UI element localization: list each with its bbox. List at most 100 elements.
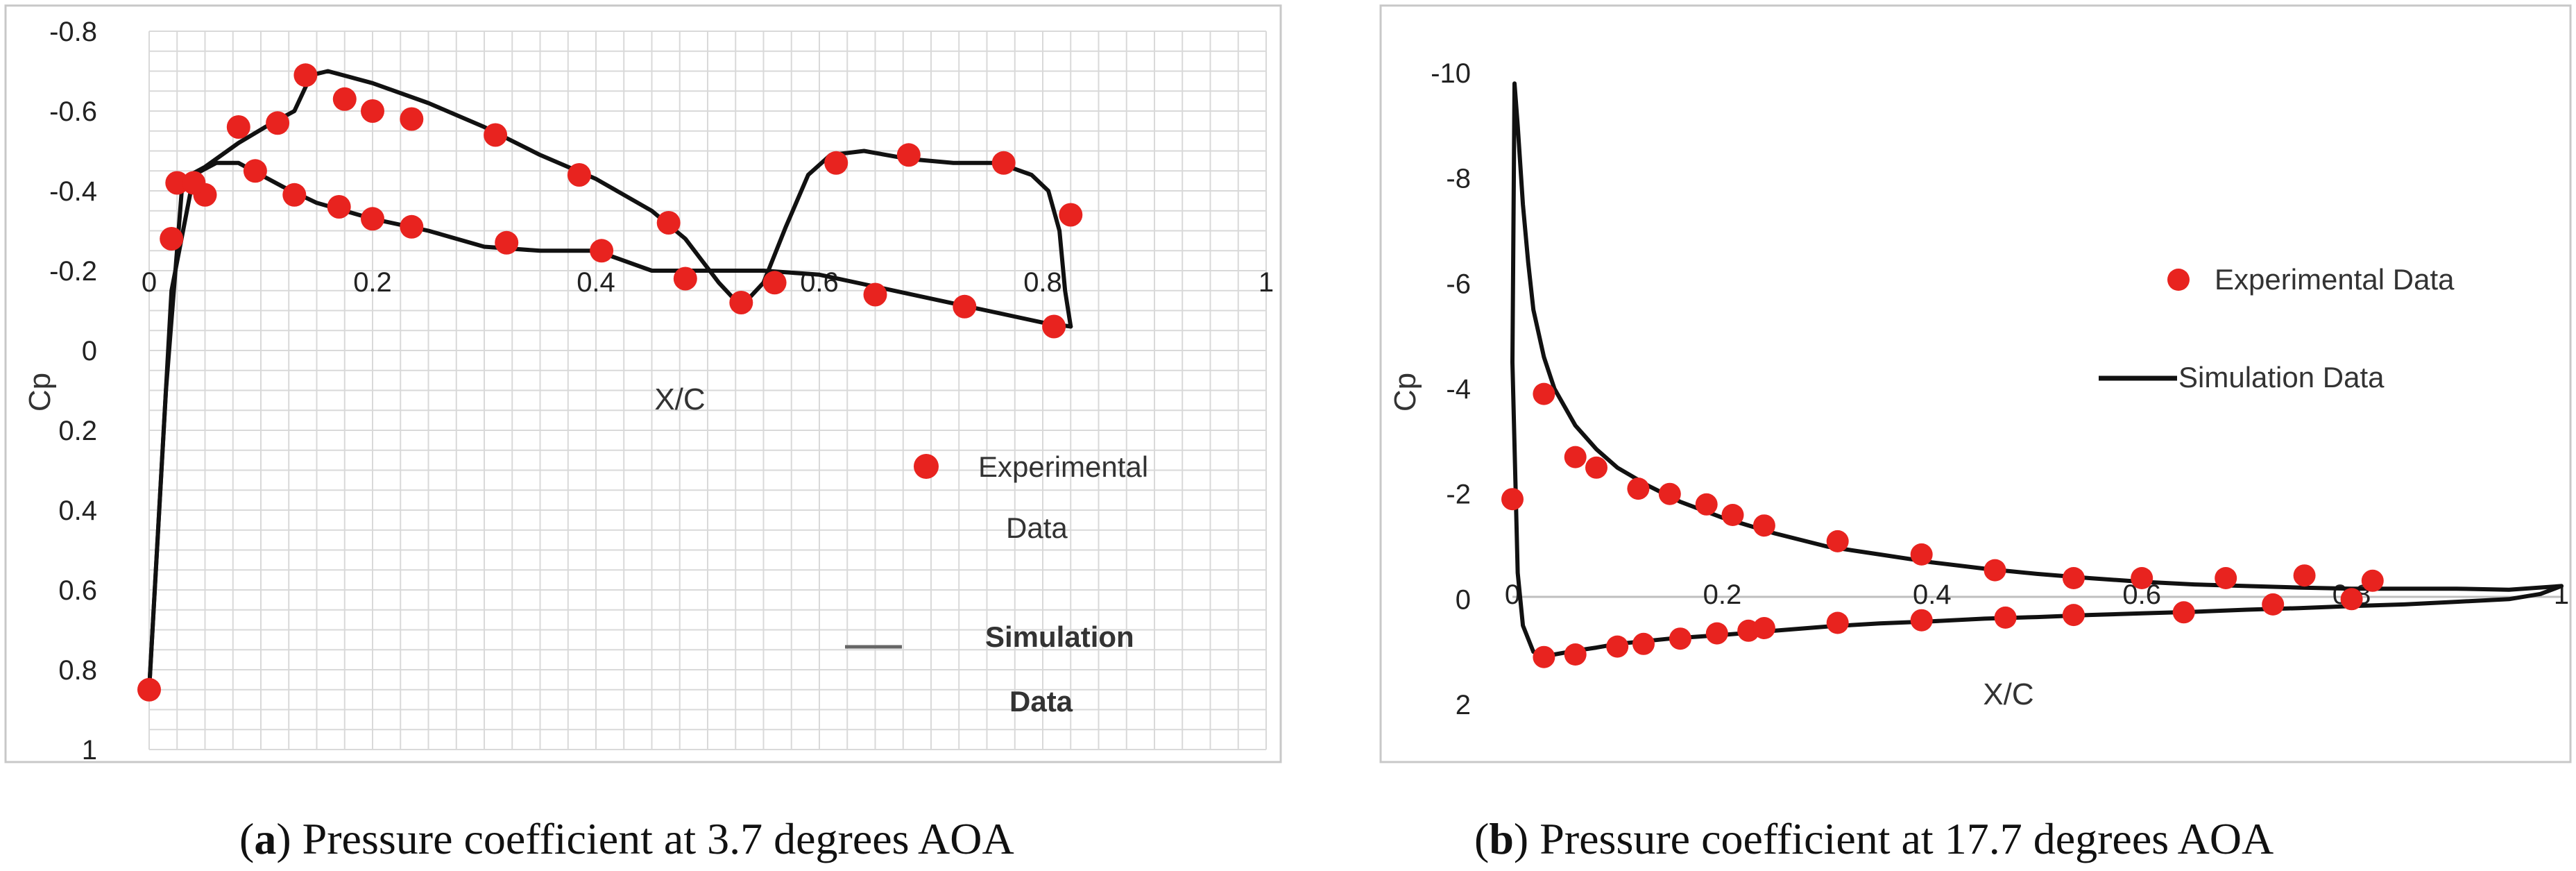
panel-a-experimental-point bbox=[160, 227, 184, 251]
panel-b-experimental-point bbox=[1910, 543, 1933, 566]
panel-b-experimental-point bbox=[1752, 514, 1775, 537]
panel-a-experimental-point bbox=[762, 271, 787, 295]
panel-a-y-tick-label: -0.2 bbox=[49, 256, 97, 287]
panel-b-x-tick-label: 0 bbox=[1505, 580, 1520, 610]
panel-a-experimental-point bbox=[400, 107, 424, 131]
panel-a-experimental-point bbox=[182, 171, 206, 195]
panel-a-legend-experimental-line1: Experimental bbox=[978, 450, 1148, 483]
caption-b-letter: b bbox=[1489, 814, 1514, 863]
panel-b-y-tick-label: 2 bbox=[1456, 690, 1471, 720]
panel-a-legend-marker bbox=[914, 454, 939, 479]
panel-a-experimental-point bbox=[991, 151, 1016, 175]
panel-a-x-tick-label: 0 bbox=[142, 267, 157, 298]
caption-a-text: Pressure coefficient at 3.7 degrees AOA bbox=[302, 814, 1014, 863]
panel-a-legend-simulation-line1: Simulation bbox=[985, 620, 1134, 653]
panel-a-x-tick-label: 0.8 bbox=[1023, 267, 1062, 298]
panel-a-y-tick-label: -0.4 bbox=[49, 176, 97, 207]
panel-b-y-tick-label: -6 bbox=[1446, 269, 1471, 299]
panel-b-experimental-point bbox=[1826, 530, 1849, 552]
panel-b-x-tick-label: 0.4 bbox=[1913, 580, 1952, 610]
panel-b-x-tick-label: 0.2 bbox=[1703, 580, 1742, 610]
panel-a-experimental-point bbox=[495, 230, 519, 255]
panel-a-x-tick-label: 0.2 bbox=[353, 267, 392, 298]
panel-b-legend-experimental: Experimental Data bbox=[2215, 263, 2455, 296]
panel-a-experimental-point bbox=[266, 111, 290, 135]
caption-a: (a) Pressure coefficient at 3.7 degrees … bbox=[239, 814, 1014, 863]
panel-b-experimental-point bbox=[2215, 567, 2237, 589]
panel-a-y-tick-label: -0.6 bbox=[49, 96, 97, 127]
panel-b-experimental-point bbox=[2293, 564, 2316, 587]
panel-a-experimental-point bbox=[656, 211, 681, 235]
panel-b-experimental-point bbox=[2062, 604, 2085, 627]
panel-a-experimental-point bbox=[729, 291, 753, 314]
panel-a-experimental-point bbox=[673, 267, 697, 291]
panel-a-y-tick-label: -0.8 bbox=[49, 17, 97, 47]
panel-a-experimental-point bbox=[332, 87, 357, 111]
panel-a-experimental-point bbox=[1042, 314, 1066, 339]
panel-a-x-tick-label: 0.4 bbox=[577, 267, 615, 298]
panel-b-experimental-point bbox=[2131, 567, 2153, 589]
panel-a-experimental-point bbox=[400, 214, 424, 239]
panel-a-experimental-point bbox=[863, 282, 887, 307]
panel-b-experimental-point bbox=[1627, 477, 1650, 500]
panel-a-experimental-point bbox=[590, 239, 614, 263]
panel-a-ticks: 0 0.2 0.4 0.6 0.8 1-0.8-0.6-0.4-0.200.20.40.6… bbox=[49, 17, 1274, 766]
panel-b-experimental-point bbox=[2062, 567, 2085, 589]
panel-b-experimental-point bbox=[1658, 482, 1681, 505]
panel-a-experimental-point bbox=[567, 163, 591, 187]
panel-b-experimental-point bbox=[1533, 645, 1555, 668]
panel-a-y-tick-label: 0.4 bbox=[58, 496, 97, 526]
panel-a-y-tick-label: 0.2 bbox=[58, 416, 97, 446]
panel-a-y-axis-title: Cp bbox=[23, 373, 57, 412]
chart-panel-b: 00.20.40.60.81-10-8-6-4-202 X/C Cp Exper… bbox=[1379, 4, 2572, 763]
panel-b-y-axis-title: Cp bbox=[1388, 373, 1422, 412]
panel-b-experimental-point bbox=[1501, 488, 1524, 511]
panel-b-experimental-point bbox=[1606, 635, 1629, 658]
panel-b-y-tick-label: -10 bbox=[1431, 58, 1471, 89]
panel-b-experimental-point bbox=[1564, 446, 1587, 468]
panel-b-ticks: 00.20.40.60.81-10-8-6-4-202 bbox=[1431, 58, 2569, 720]
panel-a-experimental-point bbox=[896, 143, 921, 167]
panel-b-experimental-point bbox=[1994, 606, 2017, 629]
panel-a-experimental-point bbox=[327, 195, 351, 219]
panel-b-experimental-point bbox=[2361, 569, 2384, 592]
panel-b-x-axis-title: X/C bbox=[1983, 677, 2033, 711]
panel-a-y-tick-label: 1 bbox=[82, 735, 97, 766]
panel-a-x-axis-title: X/C bbox=[654, 382, 705, 416]
panel-b-experimental-point bbox=[2262, 593, 2285, 616]
panel-a-experimental-point bbox=[824, 151, 848, 175]
panel-a-experimental-point bbox=[953, 294, 977, 319]
panel-b-experimental-point bbox=[1752, 617, 1775, 639]
panel-a-legend-experimental-line2: Data bbox=[1006, 511, 1068, 544]
panel-b-legend-marker bbox=[2167, 269, 2190, 291]
panel-a-legend-simulation-line2: Data bbox=[1009, 685, 1073, 718]
panel-b-y-tick-label: -4 bbox=[1446, 374, 1471, 405]
panel-a-experimental-point bbox=[243, 159, 267, 183]
panel-a-grid bbox=[148, 31, 1267, 750]
panel-b-experimental-point bbox=[1533, 382, 1555, 405]
chart-panel-a: 0 0.2 0.4 0.6 0.8 1-0.8-0.6-0.4-0.200.20.40.6… bbox=[4, 4, 1282, 766]
panel-a-experimental-point bbox=[361, 99, 384, 123]
panel-b-frame bbox=[1379, 4, 2572, 763]
panel-b-experimental-point bbox=[1826, 611, 1849, 634]
panel-a-experimental-point bbox=[1059, 203, 1083, 227]
panel-a-experimental-point bbox=[165, 171, 189, 195]
caption-a-letter: a bbox=[254, 814, 276, 863]
caption-b-text: Pressure coefficient at 17.7 degrees AOA bbox=[1539, 814, 2274, 863]
panel-a-y-tick-label: 0.6 bbox=[58, 575, 97, 606]
panel-b-experimental-point bbox=[1984, 559, 2006, 582]
caption-b: (b) Pressure coefficient at 17.7 degrees… bbox=[1474, 814, 2274, 863]
panel-b-legend: Experimental Data Simulation Data bbox=[2099, 263, 2455, 394]
panel-a-experimental-point bbox=[293, 63, 318, 87]
panel-a-y-tick-label: 0 bbox=[82, 336, 97, 366]
panel-b-y-tick-label: 0 bbox=[1456, 584, 1471, 615]
panel-a-y-tick-label: 0.8 bbox=[58, 655, 97, 686]
panel-b-experimental-point bbox=[1721, 504, 1744, 526]
panel-b-experimental-markers bbox=[1501, 382, 2384, 668]
panel-b-y-tick-label: -8 bbox=[1446, 164, 1471, 194]
panel-b-experimental-point bbox=[1695, 493, 1718, 516]
panel-b-experimental-point bbox=[2172, 601, 2195, 624]
panel-b-legend-simulation: Simulation Data bbox=[2178, 361, 2385, 394]
panel-a-experimental-markers bbox=[137, 63, 1083, 702]
